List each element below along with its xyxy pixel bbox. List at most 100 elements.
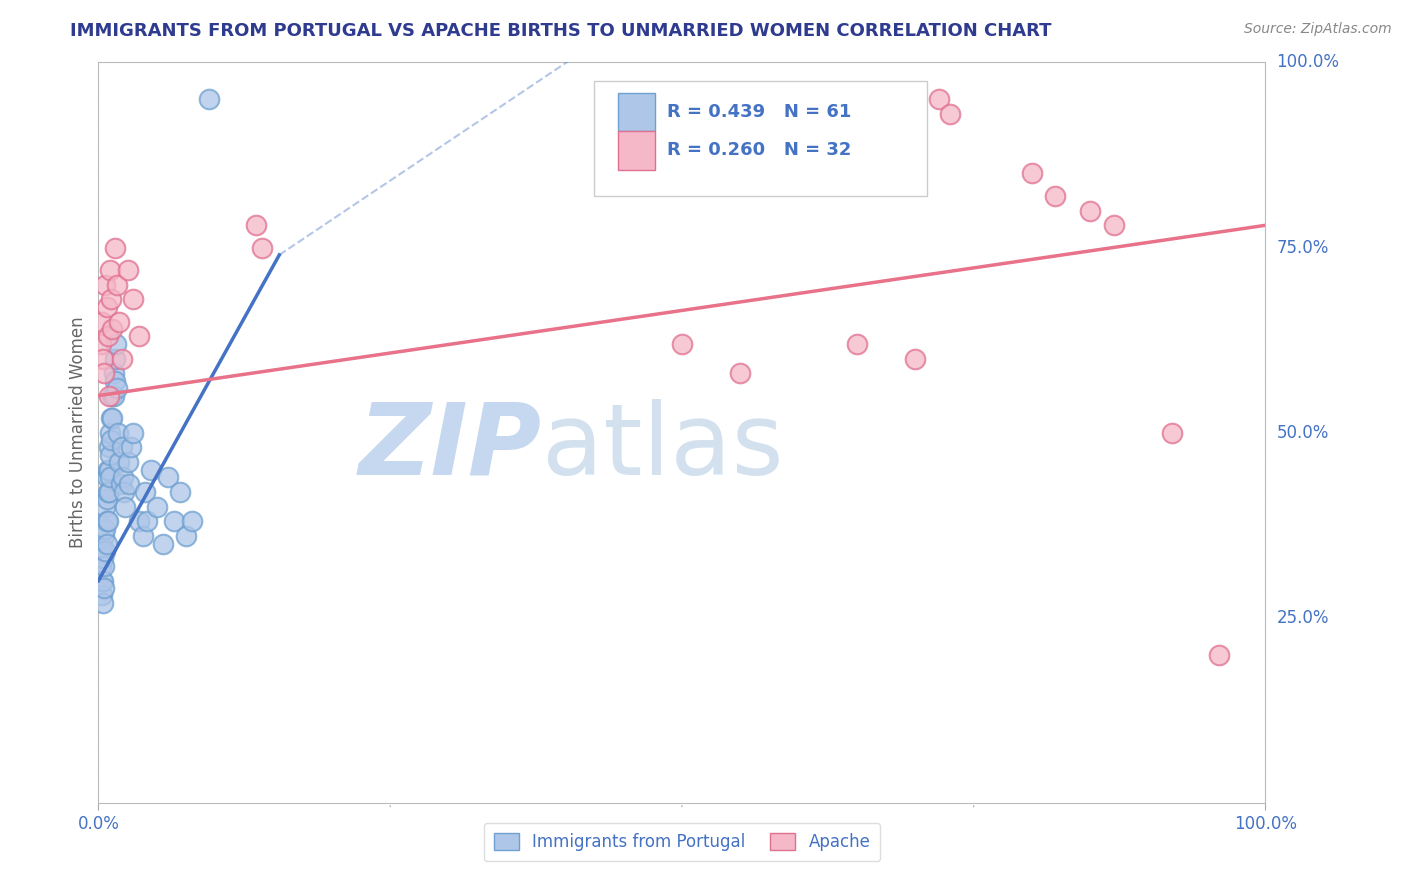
Point xyxy=(91,596,114,610)
Point xyxy=(93,367,115,381)
Point xyxy=(904,351,927,366)
Text: ZIP: ZIP xyxy=(359,399,541,496)
Point xyxy=(122,425,145,440)
Point xyxy=(94,544,117,558)
Point xyxy=(97,484,120,499)
Point xyxy=(98,262,121,277)
Point xyxy=(250,240,273,255)
Point xyxy=(96,492,118,507)
Text: IMMIGRANTS FROM PORTUGAL VS APACHE BIRTHS TO UNMARRIED WOMEN CORRELATION CHART: IMMIGRANTS FROM PORTUGAL VS APACHE BIRTH… xyxy=(70,22,1052,40)
Text: 25.0%: 25.0% xyxy=(1277,608,1329,627)
Point xyxy=(97,462,120,476)
Point xyxy=(180,515,202,529)
Point xyxy=(928,92,950,106)
Point xyxy=(98,470,121,484)
Point xyxy=(118,477,141,491)
Point xyxy=(174,529,197,543)
Y-axis label: Births to Unmarried Women: Births to Unmarried Women xyxy=(69,317,87,549)
Point xyxy=(146,500,169,514)
Point xyxy=(111,441,134,455)
Point xyxy=(91,574,114,588)
Point xyxy=(111,470,134,484)
Text: Source: ZipAtlas.com: Source: ZipAtlas.com xyxy=(1244,22,1392,37)
Text: R = 0.439   N = 61: R = 0.439 N = 61 xyxy=(666,103,851,121)
Point xyxy=(136,515,159,529)
Point xyxy=(846,336,869,351)
Point xyxy=(103,367,125,381)
Point xyxy=(94,277,117,292)
Point xyxy=(93,558,115,573)
Point xyxy=(132,529,155,543)
Point xyxy=(93,529,115,543)
Point xyxy=(94,500,117,514)
Point xyxy=(1102,219,1125,233)
Point xyxy=(105,277,128,292)
Point xyxy=(90,574,112,588)
Point xyxy=(90,536,112,550)
Point xyxy=(1161,425,1184,440)
Point xyxy=(671,336,693,351)
Point xyxy=(93,581,115,595)
Point xyxy=(101,322,124,336)
Point xyxy=(100,410,122,425)
Point xyxy=(104,336,127,351)
Point xyxy=(91,551,114,566)
Point xyxy=(90,314,112,328)
Point xyxy=(110,477,132,491)
Point xyxy=(97,388,120,402)
Point xyxy=(117,262,139,277)
Point xyxy=(128,329,150,343)
Point xyxy=(96,536,118,550)
Point xyxy=(134,484,156,499)
Point xyxy=(94,522,117,536)
Point xyxy=(91,351,114,366)
Point xyxy=(97,484,120,499)
Point xyxy=(90,336,112,351)
Point xyxy=(104,351,127,366)
Point xyxy=(152,536,174,550)
Text: 75.0%: 75.0% xyxy=(1277,238,1329,257)
Point xyxy=(97,462,120,476)
Text: R = 0.260   N = 32: R = 0.260 N = 32 xyxy=(666,141,851,159)
Point xyxy=(114,500,136,514)
Point xyxy=(96,515,118,529)
Text: 100.0%: 100.0% xyxy=(1277,54,1340,71)
Point xyxy=(939,107,962,121)
Point xyxy=(128,515,150,529)
Point xyxy=(97,515,120,529)
Point xyxy=(108,455,131,469)
Point xyxy=(105,381,128,395)
Point xyxy=(139,462,162,476)
Point xyxy=(198,92,221,106)
Text: atlas: atlas xyxy=(541,399,783,496)
Point xyxy=(100,293,122,307)
Point xyxy=(1045,188,1067,202)
Point xyxy=(96,300,118,314)
FancyBboxPatch shape xyxy=(595,81,927,195)
Point xyxy=(1021,166,1043,180)
Point xyxy=(122,293,145,307)
Point xyxy=(100,433,122,447)
Point xyxy=(111,351,134,366)
Point xyxy=(101,410,124,425)
Point xyxy=(1208,648,1230,662)
Point xyxy=(97,441,120,455)
Point xyxy=(169,484,191,499)
Point xyxy=(98,425,121,440)
Point xyxy=(120,441,142,455)
Point xyxy=(103,388,125,402)
Point xyxy=(108,314,131,328)
Point xyxy=(104,240,127,255)
Point xyxy=(98,448,121,462)
Point xyxy=(96,470,118,484)
Point xyxy=(117,455,139,469)
Point xyxy=(1080,203,1102,218)
Point xyxy=(112,484,135,499)
Point xyxy=(157,470,180,484)
Legend: Immigrants from Portugal, Apache: Immigrants from Portugal, Apache xyxy=(484,823,880,861)
Point xyxy=(101,388,124,402)
Point xyxy=(730,367,752,381)
FancyBboxPatch shape xyxy=(617,131,655,169)
Point xyxy=(90,544,112,558)
Point xyxy=(245,219,267,233)
